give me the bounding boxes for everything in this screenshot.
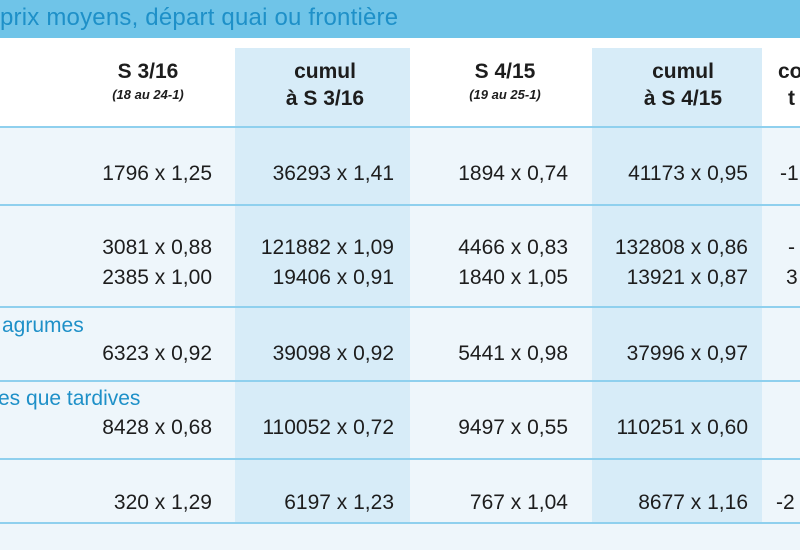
table-cell: 37996 x 0,97: [626, 342, 748, 365]
table-cell: 132808 x 0,86: [614, 236, 748, 259]
table-cell: 36293 x 1,41: [272, 162, 394, 185]
table-cell: 8428 x 0,68: [102, 416, 212, 439]
column-header-cumul-s3: cumul à S 3/16: [285, 60, 365, 110]
table-cell: 2385 x 1,00: [102, 266, 212, 289]
row-divider: [0, 204, 800, 206]
table-cell: 3081 x 0,88: [102, 236, 212, 259]
table-cell: 5441 x 0,98: [458, 342, 568, 365]
row-divider: [0, 458, 800, 460]
table-cell: 9497 x 0,55: [458, 416, 568, 439]
table-title: prix moyens, départ quai ou frontière: [0, 4, 399, 31]
table-cell: 8677 x 1,16: [638, 491, 748, 514]
row-divider: [0, 306, 800, 308]
table-cell-cut: -1: [780, 162, 799, 185]
table-cell: 1796 x 1,25: [102, 162, 212, 185]
table-cell: 6197 x 1,23: [284, 491, 394, 514]
title-band: prix moyens, départ quai ou frontière: [0, 0, 800, 38]
table-cell: 110052 x 0,72: [262, 416, 394, 439]
table-cell: 19406 x 0,91: [272, 266, 394, 289]
table-cell-cut: -2: [776, 491, 795, 514]
section-label-tardives: es que tardives: [0, 387, 141, 410]
column-header-s4: S 4/15 (19 au 25-1): [425, 58, 585, 105]
column-header-cumul-s4: cumul à S 4/15: [643, 60, 723, 110]
table-cell: 39098 x 0,92: [272, 342, 394, 365]
table-cell-cut: -: [788, 236, 795, 259]
table-cell: 1840 x 1,05: [458, 266, 568, 289]
table-cell-cut: 3: [786, 266, 798, 289]
column-header-s4-dates: (19 au 25-1): [469, 87, 541, 102]
column-header-cut-line2: t: [788, 87, 795, 110]
row-divider: [0, 380, 800, 382]
table-cell: 767 x 1,04: [469, 491, 568, 514]
section-label-agrumes: agrumes: [2, 314, 84, 337]
table-cell: 1894 x 0,74: [458, 162, 568, 185]
table-cell: 41173 x 0,95: [628, 162, 748, 185]
table-cell: 6323 x 0,92: [102, 342, 212, 365]
row-divider: [0, 126, 800, 128]
column-header-s3: S 3/16 (18 au 24-1): [68, 58, 228, 105]
column-header-cumul-s4-line2: à S 4/15: [643, 87, 723, 110]
table-cell: 4466 x 0,83: [458, 236, 568, 259]
table-cell: 110251 x 0,60: [616, 416, 748, 439]
table-cell: 320 x 1,29: [113, 491, 212, 514]
row-divider: [0, 522, 800, 524]
column-header-cut: co t: [778, 60, 800, 110]
table-cell: 121882 x 1,09: [260, 236, 394, 259]
column-header-s3-dates: (18 au 24-1): [112, 87, 184, 102]
table-cell: 13921 x 0,87: [626, 266, 748, 289]
column-header-cumul-s3-line2: à S 3/16: [285, 87, 365, 110]
